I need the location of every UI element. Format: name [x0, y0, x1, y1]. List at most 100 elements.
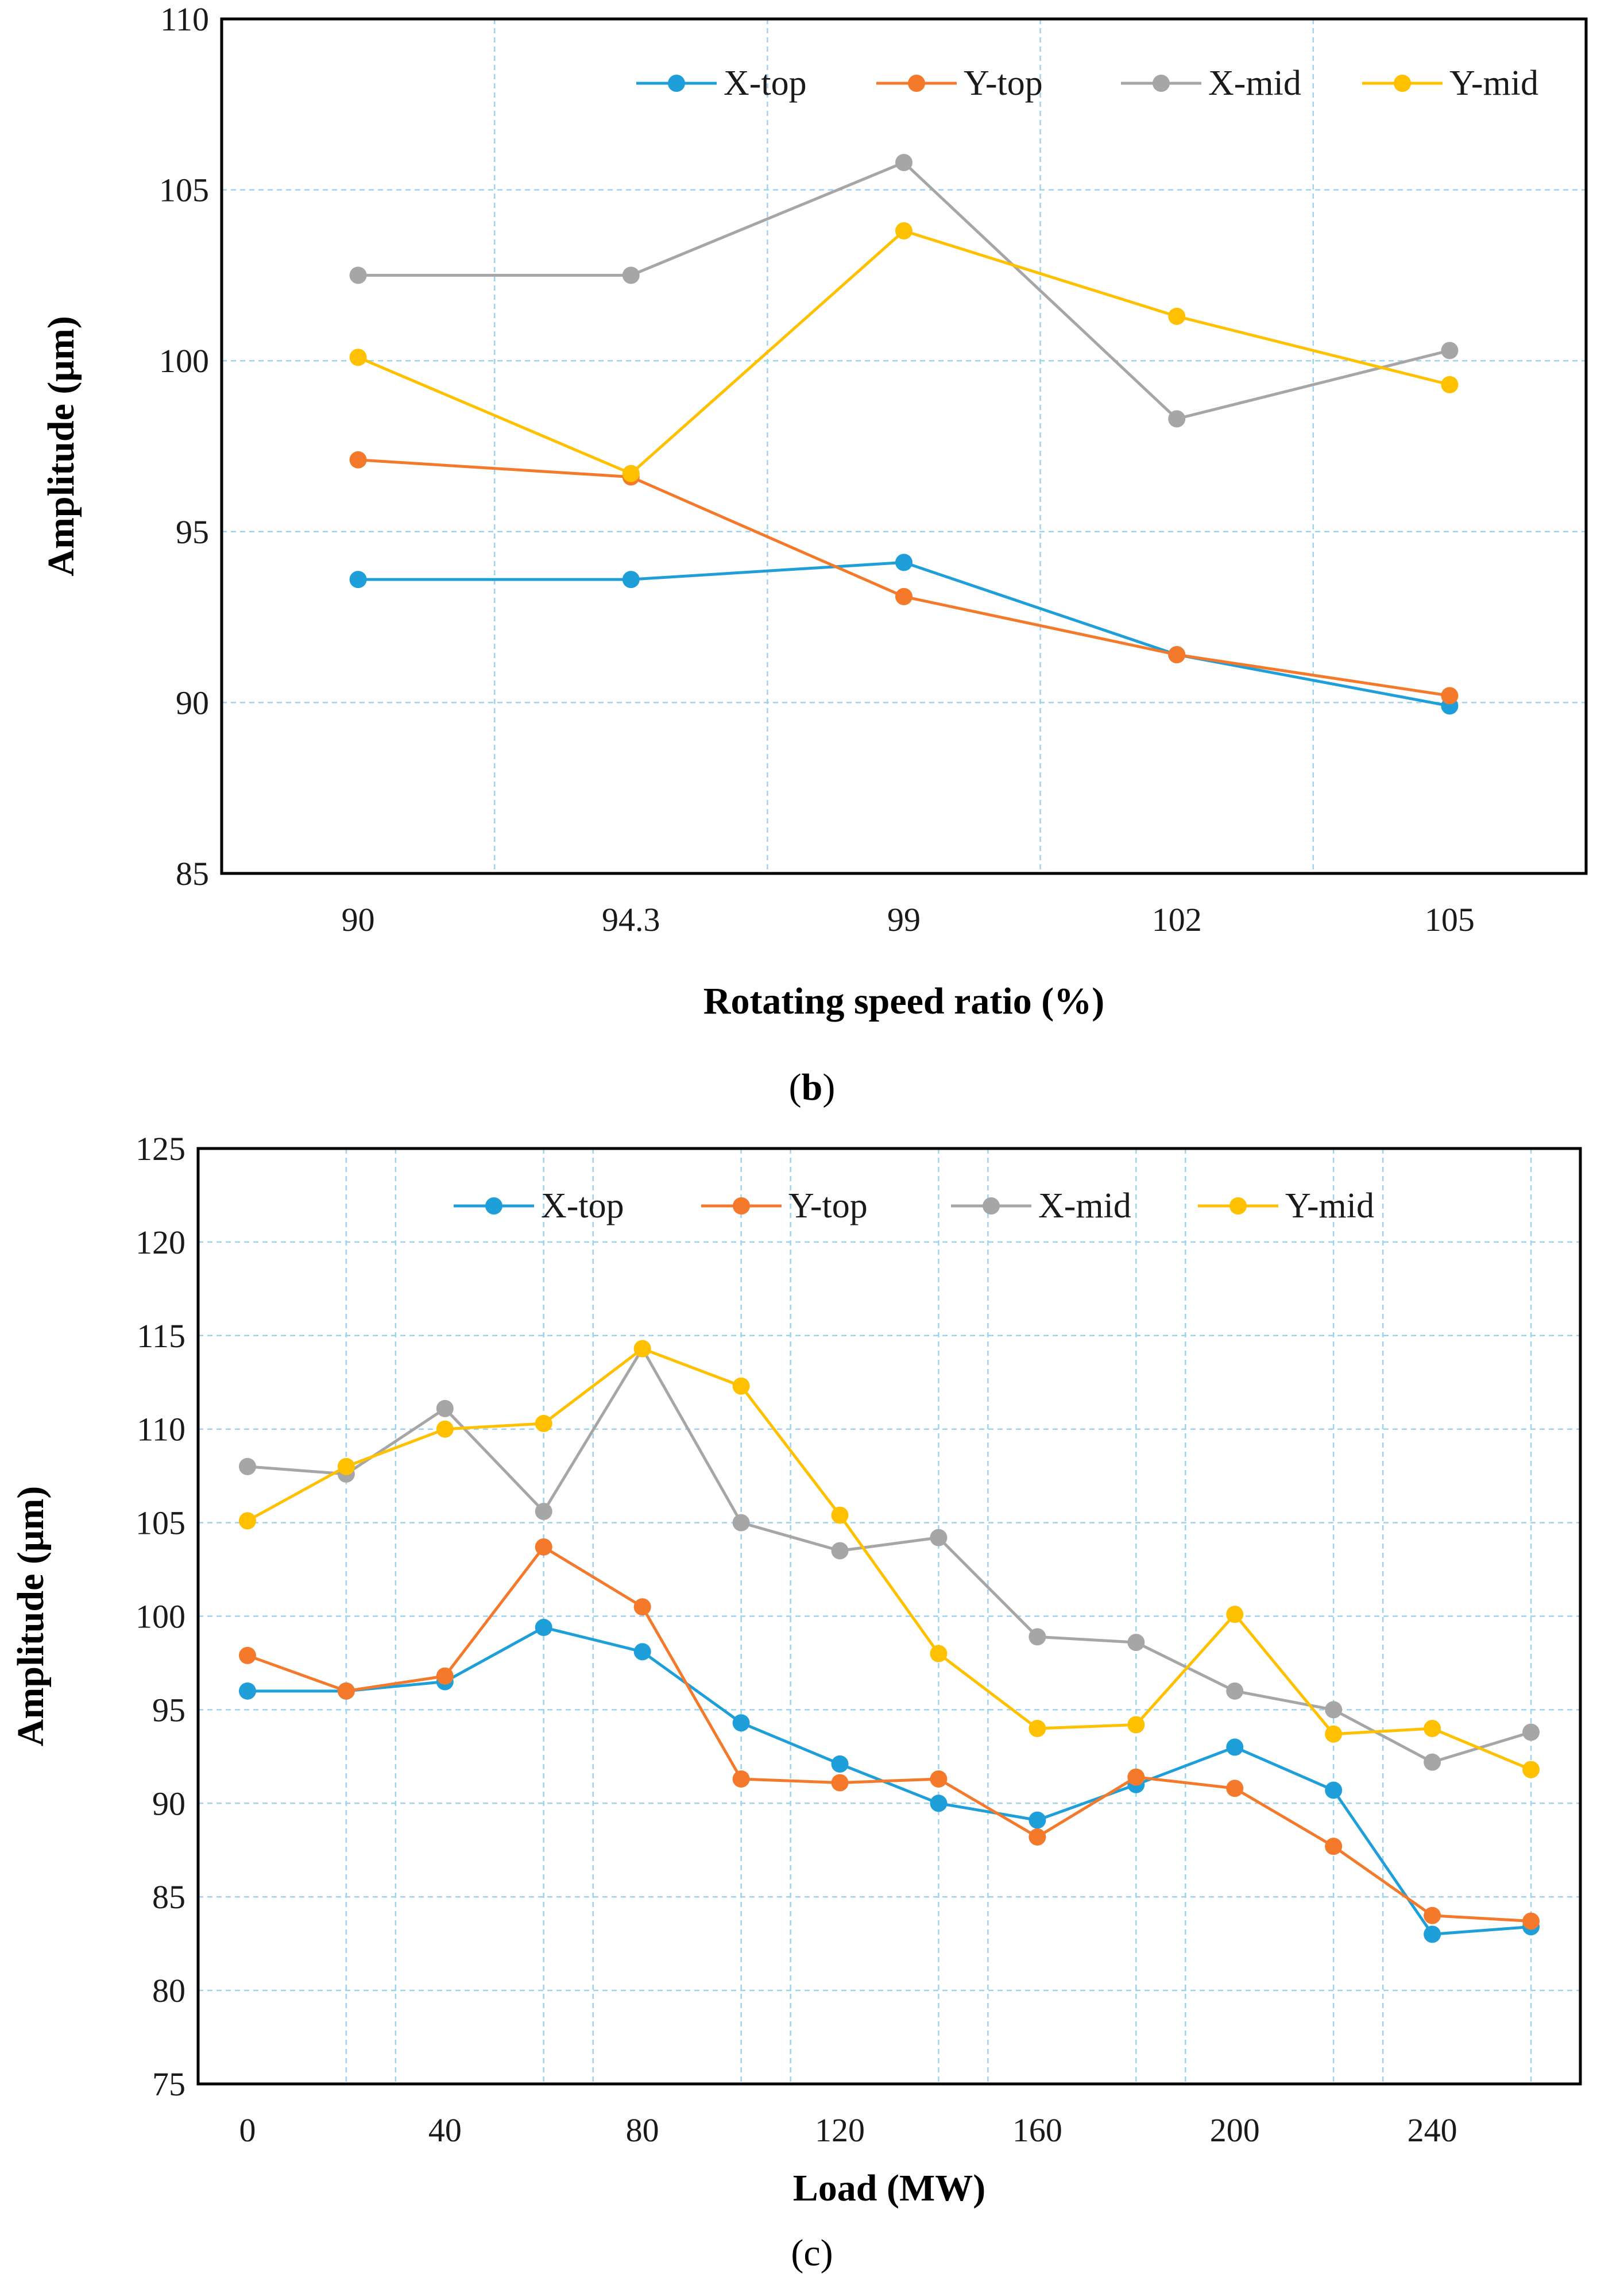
data-point-y-top	[633, 1598, 651, 1616]
data-point-y-top	[1226, 1780, 1244, 1797]
data-point-y-mid	[1226, 1606, 1244, 1623]
y-axis-title: Amplitude (μm)	[40, 316, 82, 577]
y-tick-label: 120	[136, 1224, 185, 1261]
data-point-y-mid	[1127, 1716, 1145, 1734]
data-point-y-top	[1325, 1838, 1343, 1855]
series-y-mid	[349, 222, 1459, 482]
legend-label: X-mid	[1208, 64, 1301, 103]
series-line-y-top	[358, 458, 1450, 697]
data-point-x-mid	[1168, 410, 1186, 428]
legend-label: X-top	[541, 1186, 624, 1225]
legend-label: Y-mid	[1285, 1186, 1374, 1225]
x-axis-title: Rotating speed ratio (%)	[703, 980, 1104, 1022]
data-point-y-top	[930, 1770, 948, 1788]
data-point-y-top	[1424, 1906, 1441, 1924]
legend-label: Y-top	[964, 64, 1043, 103]
series-line-y-mid	[357, 229, 1451, 475]
y-tick-label: 95	[176, 513, 209, 551]
x-tick-label: 105	[1425, 901, 1475, 938]
y-tick-label: 95	[152, 1691, 185, 1728]
data-point-y-mid	[831, 1506, 849, 1524]
data-point-y-top	[1127, 1768, 1145, 1786]
data-point-x-top	[732, 1714, 750, 1732]
data-point-x-mid	[1325, 1701, 1343, 1719]
data-point-x-top	[238, 1682, 256, 1700]
data-point-y-mid	[436, 1420, 454, 1438]
data-point-y-mid	[633, 1340, 651, 1358]
data-point-x-top	[535, 1619, 552, 1637]
data-point-y-mid	[349, 349, 367, 366]
x-tick-label: 90	[342, 901, 375, 938]
x-tick-label: 120	[815, 2111, 865, 2149]
series-line-y-mid	[246, 1347, 1532, 1771]
data-point-x-mid	[436, 1399, 454, 1417]
y-tick-label: 85	[152, 1878, 185, 1916]
data-point-x-top	[1424, 1925, 1441, 1943]
x-tick-label: 102	[1152, 901, 1202, 938]
chart-rotating-speed: 85 90 95 100 105 110 90 94.3 99 102 105 Rotating sp…	[40, 1, 1588, 1022]
gridlines	[222, 19, 1586, 873]
data-point-x-mid	[831, 1542, 849, 1560]
legend-marker	[908, 75, 925, 92]
data-point-y-top	[1522, 1912, 1540, 1930]
legend-label: X-top	[724, 64, 807, 103]
x-tick-label: 240	[1408, 2111, 1457, 2149]
x-tick-label: 0	[239, 2111, 256, 2149]
y-tick-label: 75	[152, 2066, 185, 2103]
data-point-x-mid	[1226, 1682, 1244, 1700]
y-tick-label: 105	[136, 1505, 185, 1542]
y-tick-label: 90	[176, 684, 209, 721]
x-axis-title: Load (MW)	[793, 2167, 985, 2209]
data-point-x-mid	[1522, 1723, 1540, 1741]
y-tick-label: 105	[159, 172, 209, 209]
legend-label: Y-top	[788, 1186, 868, 1225]
series-y-top	[238, 1538, 1540, 1930]
data-point-y-top	[732, 1770, 750, 1788]
data-point-x-mid	[895, 153, 912, 171]
y-tick-label: 110	[137, 1411, 185, 1448]
x-tick-label: 40	[428, 2111, 462, 2149]
data-point-y-mid	[1325, 1725, 1343, 1743]
x-tick-label: 94.3	[602, 901, 660, 938]
data-point-x-mid	[349, 266, 367, 284]
series-y-mid	[238, 1340, 1540, 1778]
data-point-y-top	[1441, 687, 1459, 705]
data-point-y-top	[895, 587, 912, 605]
data-point-y-mid	[895, 222, 912, 240]
y-tick-label: 100	[159, 342, 209, 380]
data-point-y-top	[535, 1538, 552, 1556]
data-point-x-top	[622, 571, 640, 589]
data-point-y-mid	[622, 465, 640, 482]
series-line-y-top	[247, 1545, 1532, 1923]
series-x-top	[349, 554, 1459, 715]
data-point-y-top	[349, 451, 367, 469]
data-point-y-mid	[238, 1512, 256, 1530]
data-point-x-top	[1325, 1781, 1343, 1799]
y-tick-label: 110	[160, 1, 209, 38]
data-point-y-mid	[1028, 1719, 1046, 1737]
panel-label-c-wrapper: (c)	[791, 2232, 833, 2274]
legend-marker	[983, 1197, 1000, 1215]
legend-marker	[733, 1197, 750, 1215]
data-point-x-mid	[622, 266, 640, 284]
series-x-mid	[349, 153, 1459, 428]
x-tick-label: 160	[1012, 2111, 1062, 2149]
legend-marker	[1153, 75, 1170, 92]
data-point-y-top	[1028, 1828, 1046, 1846]
data-point-y-mid	[535, 1414, 552, 1432]
series-line-x-mid	[358, 161, 1451, 420]
data-point-x-mid	[1127, 1634, 1145, 1652]
data-point-x-top	[349, 571, 367, 589]
data-point-y-mid	[1441, 376, 1459, 393]
y-tick-label: 125	[136, 1130, 185, 1167]
data-point-x-top	[1226, 1738, 1244, 1756]
legend-marker	[485, 1197, 502, 1215]
legend-marker	[668, 75, 685, 92]
data-point-x-mid	[732, 1514, 750, 1532]
data-point-x-mid	[535, 1503, 552, 1521]
data-point-y-mid	[732, 1377, 750, 1395]
panel-label-b: b	[802, 1066, 823, 1108]
panel-label-c: c	[803, 2232, 820, 2274]
data-point-y-top	[436, 1667, 454, 1685]
